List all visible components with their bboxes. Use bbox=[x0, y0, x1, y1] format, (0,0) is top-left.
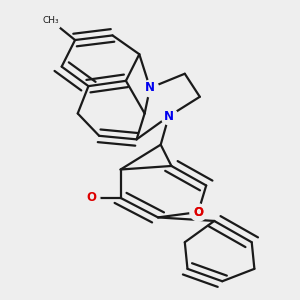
Text: O: O bbox=[86, 191, 96, 204]
Text: N: N bbox=[164, 110, 174, 123]
Text: CH₃: CH₃ bbox=[43, 16, 59, 25]
Text: O: O bbox=[193, 206, 203, 219]
Text: N: N bbox=[145, 81, 155, 94]
Text: O: O bbox=[193, 206, 203, 219]
